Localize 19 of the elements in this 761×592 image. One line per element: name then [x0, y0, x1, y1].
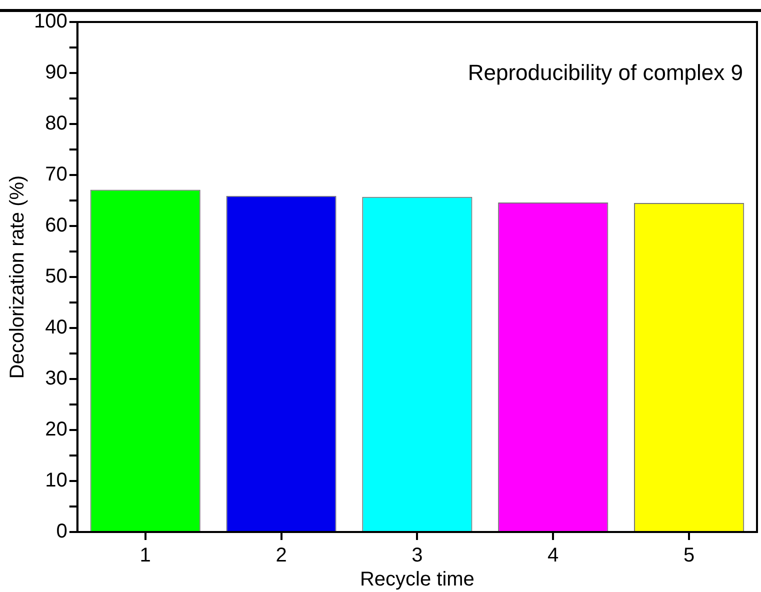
y-tick-label: 0 — [56, 520, 68, 543]
y-tick-label: 90 — [45, 62, 68, 84]
y-tick-label: 10 — [45, 470, 68, 492]
y-tick-label: 60 — [45, 214, 68, 237]
y-tick-label: 30 — [45, 368, 68, 390]
x-axis-title: Recycle time — [360, 568, 474, 591]
y-tick-label: 70 — [45, 164, 68, 186]
x-tick-label: 4 — [548, 544, 559, 567]
x-tick-label: 5 — [683, 544, 695, 567]
y-tick-label: 80 — [45, 112, 68, 135]
y-tick-label: 100 — [34, 10, 68, 33]
y-axis-title: Decolorization rate (%) — [6, 175, 29, 379]
x-tick-label: 3 — [412, 544, 423, 567]
y-tick-label: 50 — [45, 266, 68, 288]
x-tick-label: 2 — [276, 544, 287, 567]
x-tick-label: 1 — [140, 544, 151, 567]
y-tick-label: 40 — [45, 316, 68, 339]
y-tick-label: 20 — [45, 418, 68, 441]
annotation: Reproducibility of complex 9 — [468, 60, 743, 86]
